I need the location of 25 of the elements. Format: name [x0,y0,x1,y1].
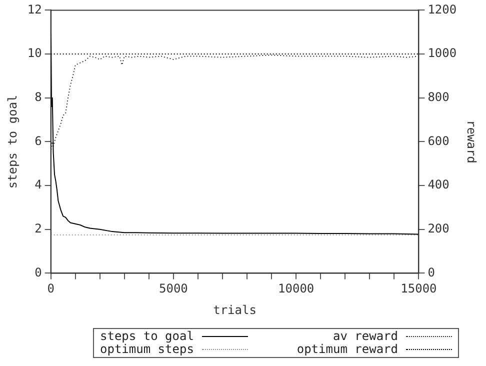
y-tick-label: 8 [34,90,42,104]
y-axis-title: steps to goal [5,94,20,189]
x-tick-label: 5000 [159,282,188,296]
y2-tick-label: 0 [428,265,435,280]
x-tick-label: 10000 [278,282,314,296]
y-tick-label: 12 [27,2,42,16]
x-tick-label: 15000 [400,282,437,296]
x-tick-label: 0 [47,282,54,296]
y2-tick-label: 400 [428,178,450,192]
y2-tick-label: 200 [428,221,450,236]
y2-axis-title: reward [464,120,479,164]
y-tick-label: 0 [34,265,42,280]
y-tick-label: 6 [34,134,42,148]
y2-tick-label: 1200 [428,2,457,16]
y-tick-label: 10 [27,46,42,60]
y2-tick-label: 800 [428,90,450,104]
y2-tick-label: 600 [428,134,450,148]
y-tick-label: 2 [34,221,42,236]
legend-label: optimum steps [100,342,194,356]
y2-tick-label: 1000 [428,46,457,60]
y-tick-label: 4 [34,178,42,192]
legend-label: steps to goal [100,329,194,343]
x-axis-title: trials [213,302,256,317]
legend-label: optimum reward [296,342,398,356]
legend-label: av reward [332,329,398,343]
